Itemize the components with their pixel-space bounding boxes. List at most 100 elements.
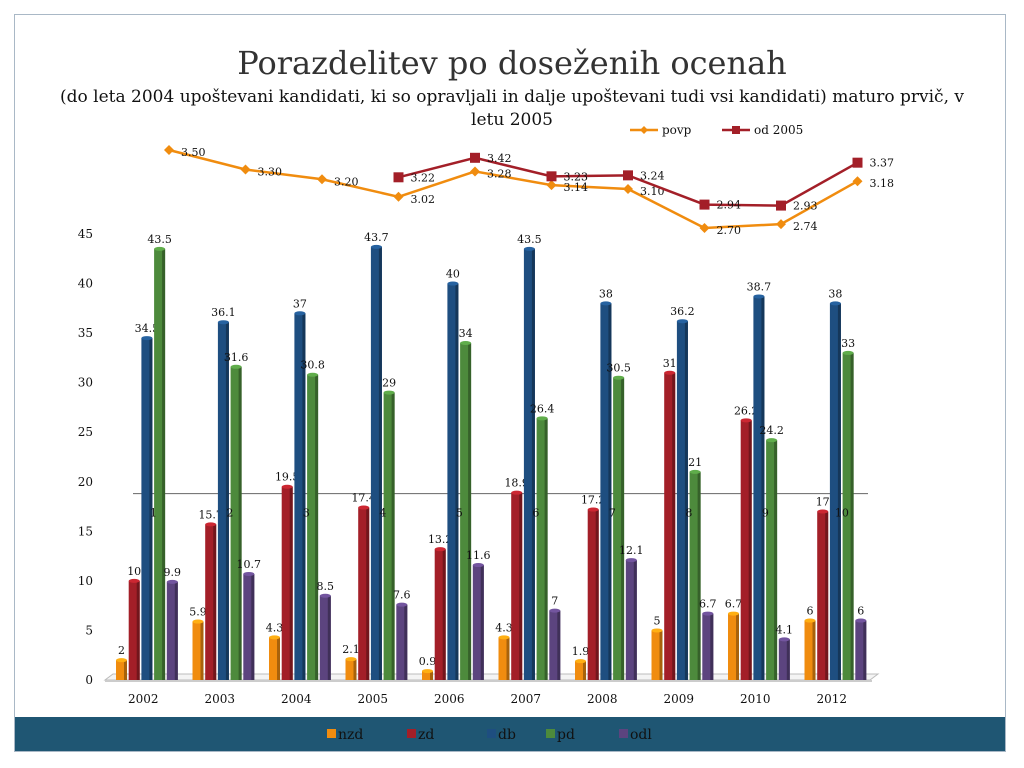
bar-zd: [511, 492, 523, 680]
overlay-label: 3: [303, 507, 310, 520]
bar-pd: [766, 440, 778, 680]
bar-cap-nzd: [192, 619, 204, 624]
bar-value-label: 17.4: [351, 492, 376, 505]
bar-odl: [702, 613, 714, 680]
bar-side-db: [455, 283, 459, 680]
bar-cap-odl: [472, 563, 484, 568]
bar-value-label: 26.4: [530, 402, 555, 415]
marker-povp: [776, 219, 786, 230]
bar-cap-odl: [166, 579, 178, 584]
bar-side-nzd: [736, 613, 739, 680]
marker-povp: [164, 145, 174, 155]
bar-cap-nzd: [804, 618, 816, 623]
overlay-label: 1: [150, 507, 157, 520]
bar-value-label: 43.7: [364, 231, 389, 244]
bar-value-label: 2.1: [342, 643, 360, 656]
y-tick-label: 20: [78, 475, 93, 489]
bar-value-label: 5: [654, 614, 661, 627]
bar-cap-odl: [243, 571, 255, 576]
bar-value-label: 37: [293, 297, 307, 310]
bar-zd: [281, 486, 293, 680]
marker-povp: [699, 223, 710, 233]
bar-side-nzd: [124, 660, 127, 680]
bar-db: [141, 338, 153, 680]
x-tick-label: 2002: [128, 692, 159, 706]
legend-band: [15, 717, 1005, 751]
x-tick-label: 2006: [434, 692, 465, 706]
y-tick-label: 40: [78, 277, 93, 291]
bar-cap-zd: [358, 505, 370, 510]
line-value-label: 3.37: [870, 157, 895, 170]
bar-value-label: 36.2: [670, 305, 695, 318]
bar-side-pd: [621, 377, 625, 680]
bar-side-nzd: [200, 621, 204, 680]
bar-cap-pd: [842, 350, 854, 355]
bar-cap-zd: [740, 418, 752, 423]
bar-zd: [587, 509, 599, 680]
y-tick-label: 25: [78, 425, 93, 439]
bar-side-zd: [289, 486, 293, 680]
bar-cap-nzd: [422, 669, 433, 674]
bar-value-label: 24.2: [759, 424, 784, 437]
bar-cap-pd: [154, 246, 166, 251]
marker-od-2005: [776, 200, 786, 211]
x-tick-label: 2004: [281, 692, 312, 706]
bar-side-zd: [595, 509, 599, 680]
bar-db: [829, 303, 841, 680]
line-value-label: 3.18: [870, 177, 895, 190]
bar-cap-nzd: [116, 658, 127, 663]
bar-pd: [842, 352, 854, 680]
bar-value-label: 30.5: [606, 362, 631, 375]
line-value-label: 3.28: [487, 167, 512, 180]
line-povp: [168, 148, 859, 230]
line-value-label: 2.93: [793, 200, 818, 213]
legend-swatch-db: [487, 729, 496, 738]
bar-cap-zd: [817, 509, 829, 514]
bar-side-pd: [315, 374, 319, 680]
legend-label-odl: odl: [630, 727, 652, 743]
bar-cap-zd: [281, 484, 293, 489]
x-tick-label: 2010: [740, 692, 771, 706]
bar-side-odl: [480, 565, 484, 680]
bar-side-pd: [544, 418, 548, 680]
bar-db: [523, 248, 535, 680]
overlay-label: 2: [226, 507, 233, 520]
x-tick-label: 2008: [587, 692, 618, 706]
bar-value-label: 36.1: [211, 306, 236, 319]
bar-value-label: 43.5: [147, 233, 172, 246]
bar-side-zd: [519, 492, 523, 680]
bar-pd: [154, 248, 166, 680]
bar-value-label: 17: [816, 496, 830, 509]
bar-value-label: 7.6: [393, 589, 411, 602]
bar-zd: [205, 524, 217, 680]
bar-cap-db: [141, 336, 153, 341]
bar-odl: [855, 620, 867, 680]
x-tick-label: 2012: [816, 692, 847, 706]
bar-side-db: [684, 321, 688, 680]
bar-odl: [549, 610, 561, 680]
bar-value-label: 0.9: [419, 655, 437, 668]
line-od-2005: [398, 156, 859, 207]
bar-cap-pd: [536, 416, 548, 421]
line-value-label: 3.22: [411, 171, 436, 184]
bar-cap-odl: [319, 593, 331, 598]
bar-side-zd: [825, 511, 829, 680]
bar-odl: [319, 595, 331, 680]
bar-db: [217, 322, 229, 680]
bar-value-label: 9.9: [164, 566, 182, 579]
bar-cap-db: [447, 281, 459, 286]
legend-swatch-odl: [619, 729, 628, 738]
bar-value-label: 1.9: [572, 645, 590, 658]
x-tick-label: 2009: [663, 692, 694, 706]
y-tick-label: 15: [78, 524, 93, 538]
overlay-label: 6: [532, 507, 539, 520]
y-tick-label: 10: [78, 574, 93, 588]
bar-value-label: 2: [118, 644, 125, 657]
bar-side-db: [761, 296, 765, 680]
bar-cap-zd: [434, 547, 446, 552]
bar-value-label: 38: [828, 287, 842, 300]
bar-cap-db: [217, 320, 229, 325]
bar-value-label: 8.5: [317, 580, 335, 593]
bar-odl: [166, 581, 178, 680]
bar-side-db: [378, 246, 382, 680]
